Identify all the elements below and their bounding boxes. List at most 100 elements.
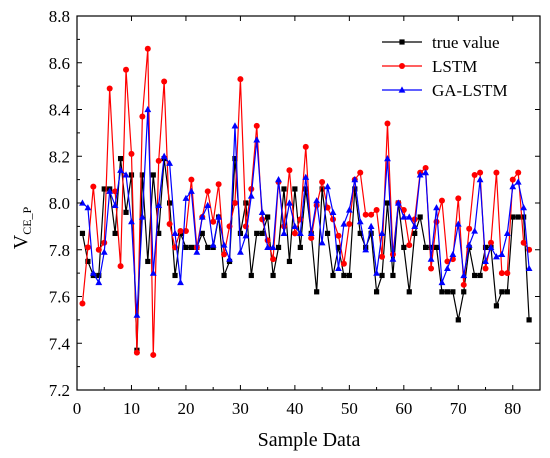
data-point — [411, 222, 419, 229]
data-point — [450, 289, 456, 295]
data-point — [155, 201, 163, 208]
x-tick-label: 40 — [286, 399, 303, 418]
data-point — [357, 230, 363, 236]
x-tick-label: 80 — [504, 399, 521, 418]
data-point — [444, 289, 450, 295]
data-point — [198, 213, 206, 220]
data-point — [373, 269, 380, 276]
data-point — [84, 204, 92, 211]
x-tick-label: 10 — [123, 399, 140, 418]
data-point — [183, 244, 189, 251]
data-point — [188, 176, 195, 183]
data-point — [138, 213, 146, 220]
data-point — [314, 289, 320, 295]
x-tick-label: 70 — [450, 399, 467, 418]
data-point — [302, 173, 310, 180]
data-point — [520, 239, 527, 246]
data-point — [460, 271, 468, 279]
x-tick-label: 0 — [73, 399, 82, 418]
data-point — [182, 194, 190, 201]
data-point — [362, 211, 369, 218]
x-tick-label: 60 — [395, 399, 412, 418]
data-point — [204, 188, 211, 195]
data-point — [150, 351, 157, 358]
data-point — [433, 204, 440, 211]
data-point — [106, 85, 113, 92]
data-point — [406, 289, 412, 295]
data-point — [231, 122, 239, 129]
data-point — [79, 230, 86, 236]
data-point — [438, 197, 445, 204]
data-point — [427, 255, 435, 262]
data-point — [226, 255, 233, 262]
data-point — [139, 172, 145, 178]
data-point — [123, 209, 129, 215]
data-point — [166, 159, 173, 166]
data-point — [177, 228, 184, 235]
data-point — [341, 272, 347, 279]
data-point — [515, 214, 521, 220]
data-point — [270, 272, 276, 279]
data-point — [220, 241, 228, 248]
y-axis-label-main: V — [10, 234, 32, 249]
data-point — [292, 186, 298, 192]
data-point — [303, 186, 309, 192]
data-point — [351, 176, 359, 183]
data-point — [367, 222, 375, 229]
data-point — [329, 208, 337, 215]
legend-label: GA-LSTM — [432, 81, 508, 100]
data-point — [498, 270, 505, 277]
data-point — [156, 230, 162, 236]
data-point — [205, 244, 211, 251]
legend: true value LSTM GA-LSTM — [382, 33, 508, 100]
data-point — [378, 229, 386, 236]
data-point — [79, 199, 86, 206]
data-point — [264, 243, 272, 251]
data-point — [428, 244, 434, 251]
x-tick-label: 20 — [177, 399, 194, 418]
data-point — [166, 221, 173, 228]
data-point — [471, 227, 479, 234]
data-point — [237, 248, 244, 255]
data-point — [199, 230, 205, 236]
data-point — [493, 253, 500, 260]
data-point — [133, 311, 141, 318]
y-tick-label: 8.2 — [49, 147, 70, 166]
data-point — [248, 185, 255, 192]
data-point — [384, 200, 391, 206]
data-point — [226, 223, 233, 230]
data-point — [242, 232, 250, 239]
data-point — [487, 243, 495, 251]
svg-text:VCE_P: VCE_P — [10, 206, 34, 249]
data-point — [90, 183, 97, 190]
data-point — [401, 244, 407, 251]
data-point — [237, 76, 244, 83]
data-point — [150, 172, 156, 178]
data-point — [122, 171, 130, 178]
legend-item: GA-LSTM — [382, 81, 508, 100]
data-point — [340, 260, 347, 267]
data-point — [280, 229, 288, 236]
data-point — [84, 244, 91, 251]
data-point — [379, 272, 385, 279]
data-point — [477, 169, 484, 176]
data-point — [145, 258, 151, 265]
y-tick-label: 7.8 — [49, 241, 70, 260]
data-point — [439, 289, 445, 295]
series-markers-ga-lstm — [79, 105, 533, 318]
data-point — [259, 216, 266, 223]
data-point — [101, 186, 107, 192]
y-tick-label: 8.6 — [49, 54, 70, 73]
data-point — [504, 289, 510, 295]
data-point — [510, 214, 516, 220]
data-point — [247, 192, 255, 199]
data-point — [258, 208, 266, 215]
data-point — [514, 178, 522, 185]
data-point — [472, 272, 478, 279]
data-point — [117, 263, 124, 270]
data-point — [95, 246, 102, 253]
data-point — [330, 216, 337, 223]
y-axis-label: VCE_P — [10, 206, 34, 249]
data-point — [215, 181, 222, 188]
